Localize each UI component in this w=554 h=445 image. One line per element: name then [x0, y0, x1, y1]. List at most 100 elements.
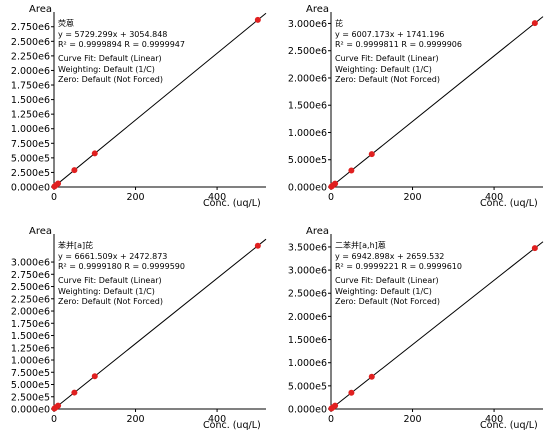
- y-tick-label: 1.000e6: [288, 128, 327, 139]
- data-point: [348, 167, 355, 174]
- data-point: [91, 150, 98, 157]
- y-tick-label: 3.000e6: [11, 258, 50, 269]
- calibration-chart-1: 0.000e0 2.500e5 5.000e5 7.500e5 1.000e6 1.250…: [0, 0, 277, 222]
- fit-info-line: Curve Fit: Default (Linear): [335, 276, 439, 285]
- r-squared-text: R² = 0.9999894 R = 0.9999947: [58, 40, 185, 49]
- data-point: [368, 151, 375, 158]
- y-tick-label: 2.250e6: [11, 51, 50, 62]
- data-point: [71, 389, 78, 396]
- y-tick-label: 1.750e6: [11, 319, 50, 330]
- y-tick-label: 1.250e6: [11, 343, 50, 354]
- data-point: [332, 402, 339, 409]
- y-axis-label: Area: [306, 4, 329, 15]
- calibration-chart-3: 0.000e0 2.500e5 5.000e5 7.500e5 1.000e6 1.250…: [0, 222, 277, 444]
- y-tick-label: 1.500e6: [11, 331, 50, 342]
- compound-name: 二苯并[a,h]蒽: [335, 240, 386, 250]
- x-axis-label: Conc. (uq/L): [480, 198, 538, 209]
- x-tick-label: 400: [485, 414, 503, 425]
- calibration-chart-4: 0.000e0 5.000e5 1.000e6 1.500e6 2.000e6 2.500…: [277, 222, 554, 444]
- y-tick-label: 2.750e6: [11, 270, 50, 281]
- y-tick-label: 3.000e6: [288, 266, 327, 277]
- fit-info-line: Weighting: Default (1/C): [58, 65, 155, 74]
- regression-equation: y = 6661.509x + 2472.873: [58, 252, 167, 261]
- x-tick-label: 0: [328, 414, 334, 425]
- x-tick-label: 200: [126, 414, 144, 425]
- data-point: [55, 402, 62, 409]
- y-tick-label: 3.000e6: [288, 19, 327, 30]
- y-tick-label: 2.250e6: [11, 294, 50, 305]
- r-squared-text: R² = 0.9999221 R = 0.9999610: [335, 262, 462, 271]
- y-axis-label: Area: [306, 226, 329, 237]
- data-point: [348, 389, 355, 396]
- y-tick-label: 7.500e5: [11, 368, 50, 379]
- y-tick-label: 0.000e0: [288, 405, 327, 416]
- data-point: [531, 245, 538, 252]
- chart-svg: 0.000e0 5.000e5 1.000e6 1.500e6 2.000e6 2.500…: [288, 226, 544, 431]
- y-tick-label: 2.000e6: [288, 312, 327, 323]
- y-tick-label: 5.000e5: [11, 153, 50, 164]
- y-tick-label: 1.000e6: [11, 124, 50, 135]
- fit-info-line: Curve Fit: Default (Linear): [58, 54, 162, 63]
- y-tick-label: 0.000e0: [11, 405, 50, 416]
- y-tick-label: 3.500e6: [288, 242, 327, 253]
- y-tick-label: 2.000e6: [11, 66, 50, 77]
- regression-line: [53, 238, 267, 410]
- y-tick-label: 0.000e0: [288, 183, 327, 194]
- y-tick-label: 1.500e6: [11, 95, 50, 106]
- y-axis-label: Area: [29, 4, 52, 15]
- regression-line: [330, 241, 544, 410]
- fit-info-line: Weighting: Default (1/C): [58, 287, 155, 296]
- chart-svg: 0.000e02.500e55.000e57.500e51.000e61.250…: [11, 226, 267, 431]
- x-axis-label: Conc. (uq/L): [203, 198, 261, 209]
- y-tick-label: 2.500e6: [11, 282, 50, 293]
- y-tick-label: 1.000e6: [11, 356, 50, 367]
- data-point: [71, 167, 78, 174]
- regression-equation: y = 6007.173x + 1741.196: [335, 30, 444, 39]
- fit-info-line: Weighting: Default (1/C): [335, 287, 432, 296]
- data-point: [531, 20, 538, 27]
- y-tick-label: 2.750e6: [11, 22, 50, 33]
- compound-name: 苯并[a]芘: [58, 240, 93, 250]
- y-tick-label: 5.000e5: [11, 380, 50, 391]
- x-tick-label: 0: [51, 192, 57, 203]
- y-tick-label: 2.500e6: [288, 289, 327, 300]
- y-tick-label: 1.250e6: [11, 110, 50, 121]
- x-tick-label: 200: [126, 192, 144, 203]
- y-axis-label: Area: [29, 226, 52, 237]
- x-tick-label: 400: [485, 192, 503, 203]
- x-tick-label: 0: [51, 414, 57, 425]
- data-point: [254, 16, 261, 23]
- x-tick-label: 400: [208, 414, 226, 425]
- y-tick-label: 2.500e6: [11, 37, 50, 48]
- compound-name: 芘: [335, 18, 343, 28]
- y-tick-label: 0.000e0: [11, 183, 50, 194]
- x-tick-label: 400: [208, 192, 226, 203]
- fit-info-line: Zero: Default (Not Forced): [58, 75, 163, 84]
- y-tick-label: 2.000e6: [11, 307, 50, 318]
- x-axis-label: Conc. (uq/L): [480, 420, 538, 431]
- fit-info-line: Zero: Default (Not Forced): [335, 75, 440, 84]
- fit-info-line: Zero: Default (Not Forced): [335, 297, 440, 306]
- y-tick-label: 5.000e5: [288, 155, 327, 166]
- y-tick-label: 2.000e6: [288, 73, 327, 84]
- y-tick-label: 5.000e5: [288, 381, 327, 392]
- compound-name: 荧蒽: [58, 18, 74, 28]
- regression-line: [53, 12, 267, 188]
- data-point: [55, 180, 62, 187]
- y-tick-label: 1.500e6: [288, 335, 327, 346]
- regression-line: [330, 16, 544, 188]
- y-tick-label: 2.500e5: [11, 168, 50, 179]
- data-point: [368, 373, 375, 380]
- chart-svg: 0.000e02.500e55.000e57.500e51.000e61.250…: [11, 4, 267, 209]
- data-point: [91, 373, 98, 380]
- fit-info-line: Weighting: Default (1/C): [335, 65, 432, 74]
- x-tick-label: 200: [403, 192, 421, 203]
- fit-info-line: Zero: Default (Not Forced): [58, 297, 163, 306]
- y-tick-label: 1.000e6: [288, 358, 327, 369]
- data-point: [254, 242, 261, 249]
- x-tick-label: 0: [328, 192, 334, 203]
- y-tick-label: 2.500e6: [288, 46, 327, 57]
- r-squared-text: R² = 0.9999811 R = 0.9999906: [335, 40, 462, 49]
- data-point: [332, 180, 339, 187]
- x-axis-label: Conc. (uq/L): [203, 420, 261, 431]
